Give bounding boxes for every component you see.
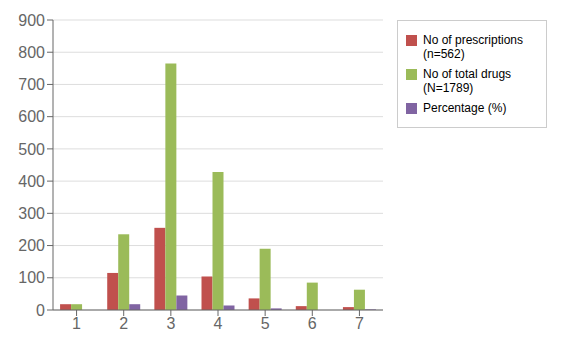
html-text:Percentage (%): Percentage (%) [423,101,507,115]
svg-text:800: 800 [18,44,45,61]
svg-text:6: 6 [308,315,317,332]
svg-text:0: 0 [36,302,45,319]
svg-text:400: 400 [18,173,45,190]
svg-text:4: 4 [214,315,223,332]
svg-text:1: 1 [72,315,81,332]
svg-text:5: 5 [261,315,270,332]
svg-text:700: 700 [18,76,45,93]
svg-text:100: 100 [18,269,45,286]
svg-text:500: 500 [18,141,45,158]
svg-text:300: 300 [18,205,45,222]
svg-text:3: 3 [166,315,175,332]
html-text:No of total drugs: No of total drugs [423,67,512,81]
svg-text:2: 2 [119,315,128,332]
svg-text:7: 7 [355,315,364,332]
svg-text:900: 900 [18,12,45,29]
svg-text:600: 600 [18,108,45,125]
html-text:(n=562): (n=562) [423,47,465,61]
svg-text:200: 200 [18,237,45,254]
html-text:(N=1789): (N=1789) [423,81,474,95]
html-text:No of prescriptions: No of prescriptions [423,33,523,47]
